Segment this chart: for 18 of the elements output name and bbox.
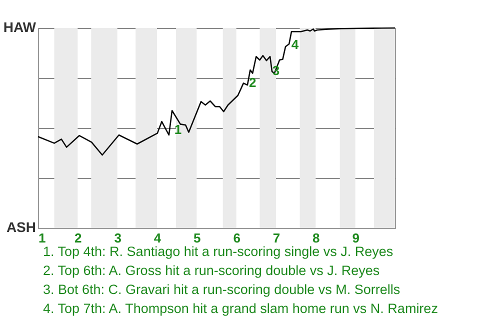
x-tick-label: 9 xyxy=(352,230,360,246)
annotation: 2 xyxy=(248,75,256,90)
text: 2. Top 6th: A. Gross hit a run-scoring double vs J. Reyes xyxy=(43,263,380,278)
x-tick-label: 2 xyxy=(74,230,82,246)
text: 1. Top 4th: R. Santiago hit a run-scoring single vs J. Reyes xyxy=(43,244,394,259)
x-tick-label: 6 xyxy=(233,230,240,246)
annotation: 1 xyxy=(174,122,182,137)
text: ASH xyxy=(6,219,36,235)
x-tick-label: 3 xyxy=(114,230,122,246)
text: HAW xyxy=(3,19,37,35)
x-tick-label: 1 xyxy=(38,230,46,246)
text: 3. Bot 6th: C. Gravari hit a run-scoring double vs M. Sorrells xyxy=(43,282,400,297)
annotation: 4 xyxy=(291,37,300,52)
x-tick-label: 5 xyxy=(194,230,201,246)
x-tick-label: 8 xyxy=(312,230,320,246)
x-tick-label: 4 xyxy=(154,230,162,246)
text: 4. Top 7th: A. Thompson hit a grand slam home run vs N. Ramirez xyxy=(43,301,438,316)
x-tick-label: 7 xyxy=(272,230,280,246)
